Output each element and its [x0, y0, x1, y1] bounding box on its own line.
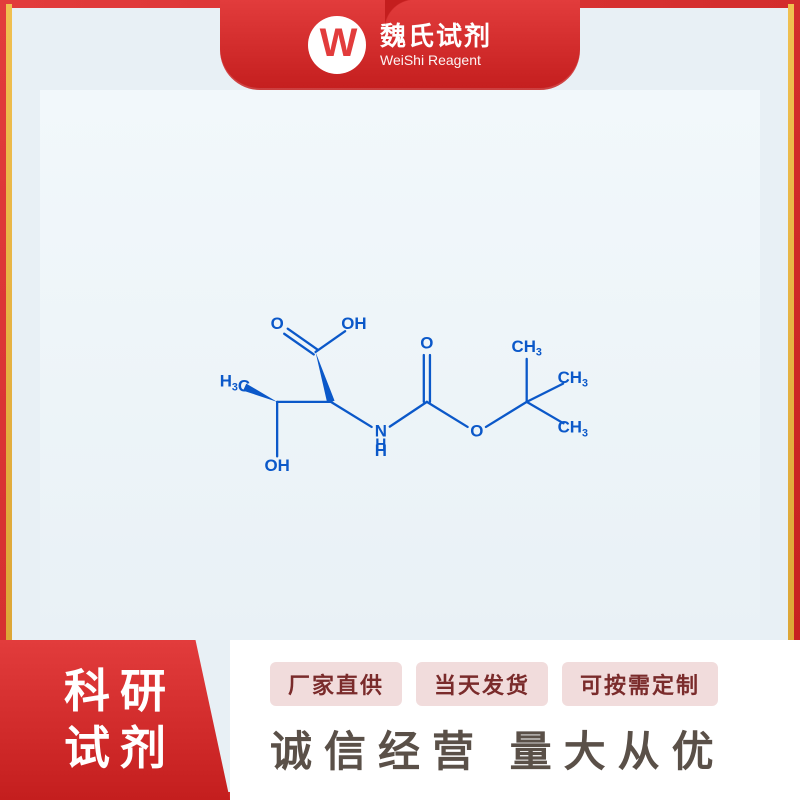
ribbon-item: 厂家直供: [270, 662, 402, 706]
side-label-line1: 科研: [64, 663, 176, 721]
brand-logo-letter: W: [320, 21, 355, 66]
ribbon-item: 可按需定制: [562, 662, 718, 706]
molecule-svg: OOHH3COHNHHOOCH3CH3CH3: [185, 279, 615, 494]
molecule-canvas: OOHH3COHNHHOOCH3CH3CH3: [40, 90, 760, 640]
footer-right: 厂家直供 当天发货 可按需定制 诚信经营 量大从优: [230, 640, 800, 800]
brand-text: 魏氏试剂 WeiShi Reagent: [380, 21, 492, 69]
svg-text:O: O: [470, 422, 483, 441]
svg-text:OH: OH: [264, 457, 289, 476]
brand-header: W 魏氏试剂 WeiShi Reagent: [220, 0, 580, 90]
ribbon-item: 当天发货: [416, 662, 548, 706]
svg-text:H: H: [375, 441, 387, 460]
svg-text:H3C: H3C: [220, 372, 250, 396]
brand-name-cn: 魏氏试剂: [380, 21, 492, 52]
brand-logo: W: [308, 16, 366, 74]
footer: 科研 试剂 厂家直供 当天发货 可按需定制 诚信经营 量大从优: [0, 640, 800, 800]
svg-text:CH3: CH3: [558, 368, 588, 389]
brand-name-en: WeiShi Reagent: [380, 52, 492, 69]
svg-text:OH: OH: [341, 315, 366, 334]
svg-text:O: O: [420, 334, 433, 353]
svg-text:CH3: CH3: [512, 338, 542, 359]
svg-text:CH3: CH3: [558, 418, 588, 439]
svg-text:O: O: [271, 315, 284, 334]
footer-side-label: 科研 试剂: [0, 640, 230, 800]
molecule-structure: OOHH3COHNHHOOCH3CH3CH3: [185, 279, 615, 494]
side-label-line2: 试剂: [64, 720, 176, 778]
ribbon-row: 厂家直供 当天发货 可按需定制: [270, 662, 800, 706]
tagline: 诚信经营 量大从优: [270, 718, 800, 779]
